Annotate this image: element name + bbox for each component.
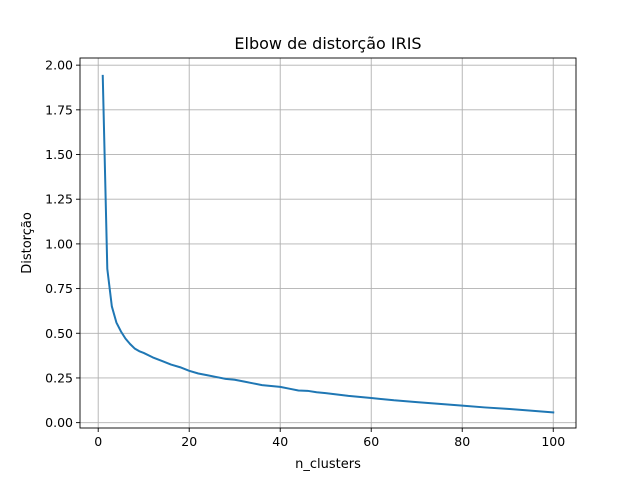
x-axis-label: n_clusters <box>295 457 361 472</box>
chart-title: Elbow de distorção IRIS <box>234 34 421 53</box>
y-tick-label: 1.75 <box>45 102 73 117</box>
y-tick-label: 0.25 <box>45 370 73 385</box>
x-tick-label: 20 <box>181 434 197 449</box>
x-tick-label: 0 <box>94 434 102 449</box>
distortion-series-line <box>101 74 555 414</box>
x-tick-label: 100 <box>541 434 565 449</box>
y-tick-label: 0.75 <box>45 281 73 296</box>
y-tick-label: 2.00 <box>45 58 73 73</box>
grid-lines <box>80 58 576 428</box>
y-axis-ticks: 0.00 0.25 0.50 0.75 1.00 1.25 1.50 1.75 2.00 <box>45 58 80 430</box>
y-tick-label: 0.00 <box>45 415 73 430</box>
x-tick-label: 80 <box>454 434 470 449</box>
y-tick-label: 1.00 <box>45 236 73 251</box>
x-tick-label: 40 <box>272 434 288 449</box>
y-tick-label: 1.50 <box>45 147 73 162</box>
y-tick-label: 1.25 <box>45 192 73 207</box>
plot-background <box>80 58 576 428</box>
series-layer <box>101 74 555 414</box>
x-tick-label: 60 <box>363 434 379 449</box>
y-axis-label: Distorção <box>20 212 35 274</box>
y-tick-label: 0.50 <box>45 326 73 341</box>
plot-frame <box>79 57 577 429</box>
x-axis-ticks: 0 20 40 60 80 100 <box>94 428 565 449</box>
